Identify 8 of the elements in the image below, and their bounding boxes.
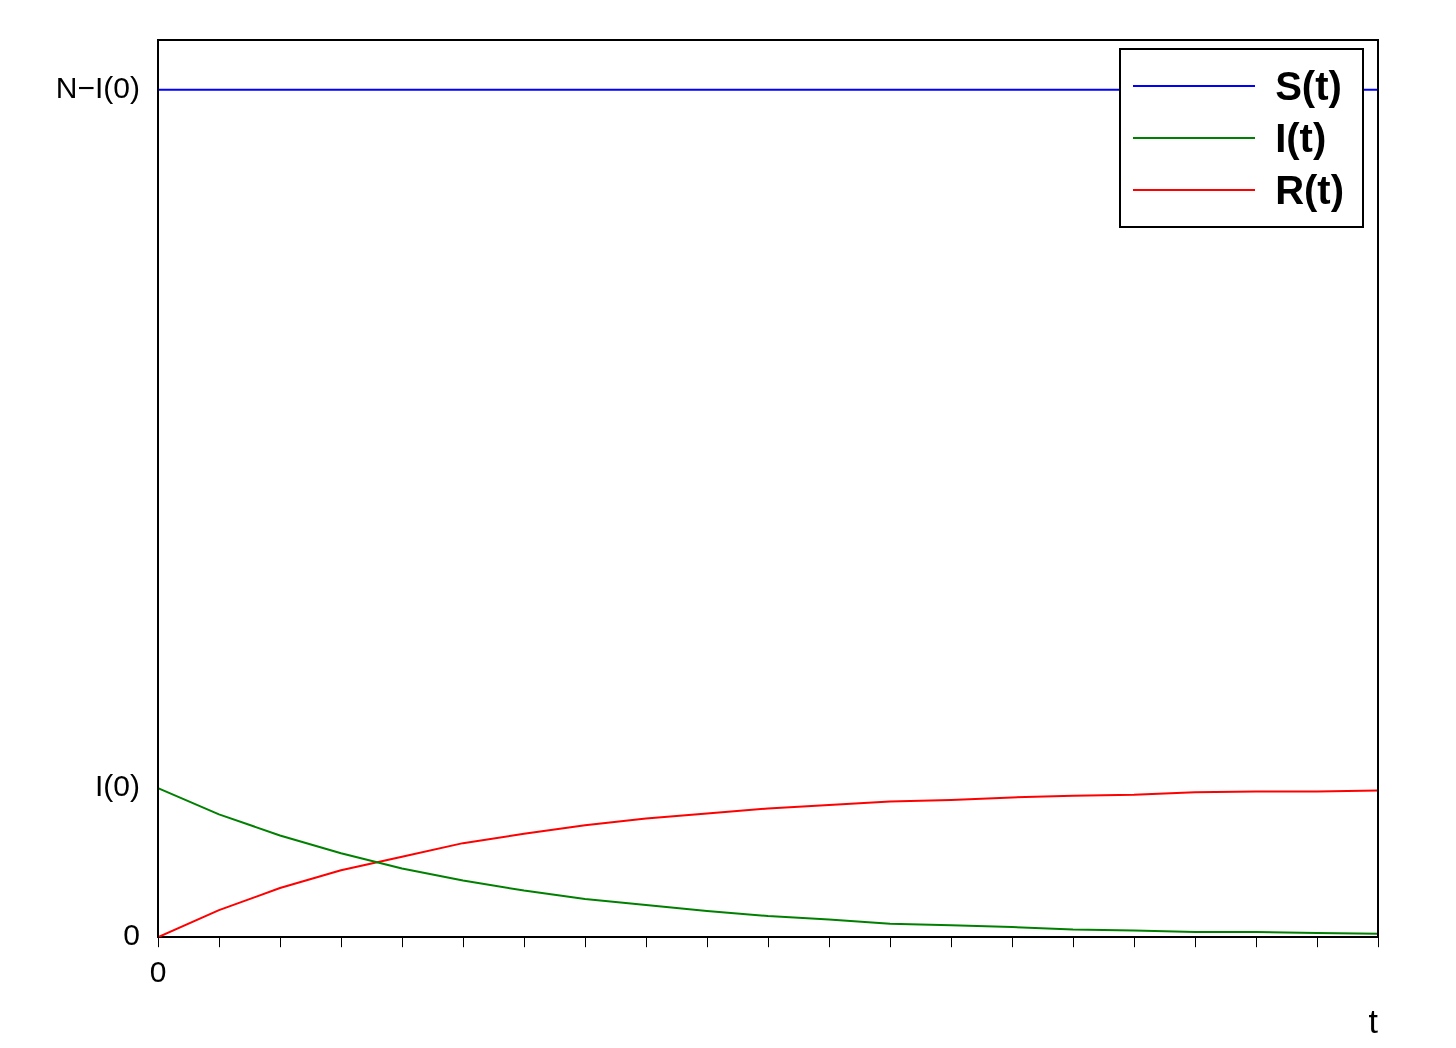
- text: 0: [149, 955, 167, 989]
- x-axis-title: t: [1368, 1001, 1379, 1040]
- text: N−I(0): [55, 71, 140, 105]
- legend-label: I(t): [1275, 115, 1327, 161]
- text: 0: [123, 918, 140, 952]
- legend-label: S(t): [1275, 63, 1342, 109]
- text: I(0): [95, 769, 140, 803]
- legend-label: R(t): [1275, 167, 1344, 213]
